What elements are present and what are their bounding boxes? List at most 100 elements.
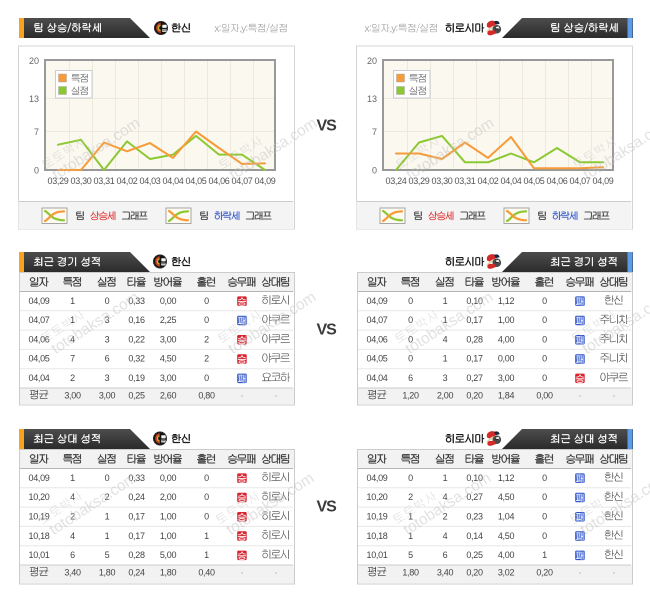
svg-text:2: 2: [204, 334, 209, 344]
svg-text:VS: VS: [317, 498, 338, 515]
svg-text:1: 1: [443, 473, 448, 483]
svg-text:03,29: 03,29: [408, 176, 429, 186]
svg-text:1,20: 1,20: [402, 390, 419, 400]
svg-text:3: 3: [443, 373, 448, 383]
svg-text:4: 4: [70, 492, 75, 502]
svg-text:13: 13: [29, 94, 39, 104]
svg-text:0: 0: [542, 334, 547, 344]
svg-text:04,04: 04,04: [366, 373, 387, 383]
svg-text:04,09: 04,09: [254, 176, 275, 186]
svg-text:03,31: 03,31: [454, 176, 475, 186]
svg-text:VS: VS: [317, 321, 338, 338]
svg-text:04,09: 04,09: [366, 473, 387, 483]
svg-text:04,06: 04,06: [208, 176, 229, 186]
svg-text:4: 4: [70, 334, 75, 344]
svg-text:0: 0: [542, 512, 547, 522]
svg-text:03,30: 03,30: [70, 176, 91, 186]
svg-text:04,06: 04,06: [546, 176, 567, 186]
svg-text:0: 0: [408, 296, 413, 306]
svg-text:0,17: 0,17: [128, 531, 145, 541]
svg-text:0,32: 0,32: [128, 354, 145, 364]
svg-text:0,20: 0,20: [466, 390, 483, 400]
svg-text:0,16: 0,16: [128, 315, 145, 325]
svg-text:6: 6: [105, 354, 110, 364]
svg-text:0,80: 0,80: [198, 390, 215, 400]
svg-text:0,19: 0,19: [128, 373, 145, 383]
svg-text:4,00: 4,00: [498, 550, 515, 560]
svg-text:2: 2: [70, 373, 75, 383]
svg-text:0,10: 0,10: [466, 473, 483, 483]
svg-text:6: 6: [70, 550, 75, 560]
svg-text:·: ·: [613, 567, 616, 577]
svg-text:0: 0: [204, 473, 209, 483]
svg-text:2: 2: [443, 512, 448, 522]
svg-text:0: 0: [542, 296, 547, 306]
svg-text:04,02: 04,02: [477, 176, 498, 186]
svg-text:0,27: 0,27: [466, 492, 483, 502]
svg-text:3,40: 3,40: [64, 567, 81, 577]
svg-text:1: 1: [204, 550, 209, 560]
svg-text:4,50: 4,50: [498, 492, 515, 502]
svg-text:0,24: 0,24: [128, 492, 145, 502]
svg-text:0: 0: [204, 512, 209, 522]
svg-text:13: 13: [367, 94, 377, 104]
svg-text:2: 2: [204, 354, 209, 364]
svg-text:0,17: 0,17: [128, 512, 145, 522]
svg-text:10,18: 10,18: [366, 531, 387, 541]
svg-text:2,60: 2,60: [160, 390, 177, 400]
svg-text:5: 5: [408, 550, 413, 560]
svg-text:0: 0: [204, 315, 209, 325]
svg-text:0,25: 0,25: [128, 390, 145, 400]
svg-text:1,12: 1,12: [498, 473, 515, 483]
svg-text:1,00: 1,00: [160, 531, 177, 541]
svg-text:4: 4: [443, 531, 448, 541]
svg-text:04,05: 04,05: [185, 176, 206, 186]
svg-text:6: 6: [408, 373, 413, 383]
svg-text:0: 0: [105, 296, 110, 306]
svg-text:0: 0: [542, 315, 547, 325]
svg-text:0,40: 0,40: [198, 567, 215, 577]
svg-text:·: ·: [579, 390, 582, 400]
svg-text:03,29: 03,29: [47, 176, 68, 186]
svg-text:0: 0: [542, 354, 547, 364]
svg-text:3,40: 3,40: [437, 567, 454, 577]
svg-text:0,00: 0,00: [160, 473, 177, 483]
svg-text:1,12: 1,12: [498, 296, 515, 306]
svg-text:0: 0: [372, 165, 377, 175]
svg-text:3: 3: [105, 315, 110, 325]
svg-text:1: 1: [70, 315, 75, 325]
svg-text:2: 2: [105, 492, 110, 502]
svg-text:1,80: 1,80: [160, 567, 177, 577]
svg-text:0,00: 0,00: [498, 354, 515, 364]
svg-text:04,07: 04,07: [366, 315, 387, 325]
svg-text:4: 4: [70, 531, 75, 541]
svg-text:0: 0: [542, 373, 547, 383]
svg-text:2: 2: [408, 492, 413, 502]
svg-text:04,09: 04,09: [28, 296, 49, 306]
svg-text:0,33: 0,33: [128, 296, 145, 306]
svg-text:04,04: 04,04: [500, 176, 521, 186]
svg-text:0: 0: [204, 492, 209, 502]
svg-text:7: 7: [34, 127, 39, 137]
svg-text:·: ·: [275, 390, 278, 400]
svg-text:20: 20: [367, 56, 377, 66]
svg-text:1: 1: [105, 531, 110, 541]
svg-text:1,80: 1,80: [99, 567, 116, 577]
svg-text:·: ·: [579, 567, 582, 577]
svg-text:04,05: 04,05: [366, 354, 387, 364]
svg-text:·: ·: [613, 390, 616, 400]
svg-text:0,24: 0,24: [128, 567, 145, 577]
svg-text:10,20: 10,20: [366, 492, 387, 502]
svg-text:2,00: 2,00: [437, 390, 454, 400]
svg-text:0,20: 0,20: [466, 567, 483, 577]
svg-text:3,00: 3,00: [99, 390, 116, 400]
svg-text:04,02: 04,02: [116, 176, 137, 186]
svg-text:03,24: 03,24: [385, 176, 406, 186]
svg-text:0,22: 0,22: [128, 334, 145, 344]
svg-text:10,01: 10,01: [366, 550, 387, 560]
svg-text:10,19: 10,19: [366, 512, 387, 522]
svg-text:04,05: 04,05: [28, 354, 49, 364]
svg-text:0,28: 0,28: [128, 550, 145, 560]
svg-text:03,31: 03,31: [93, 176, 114, 186]
svg-text:5: 5: [105, 550, 110, 560]
